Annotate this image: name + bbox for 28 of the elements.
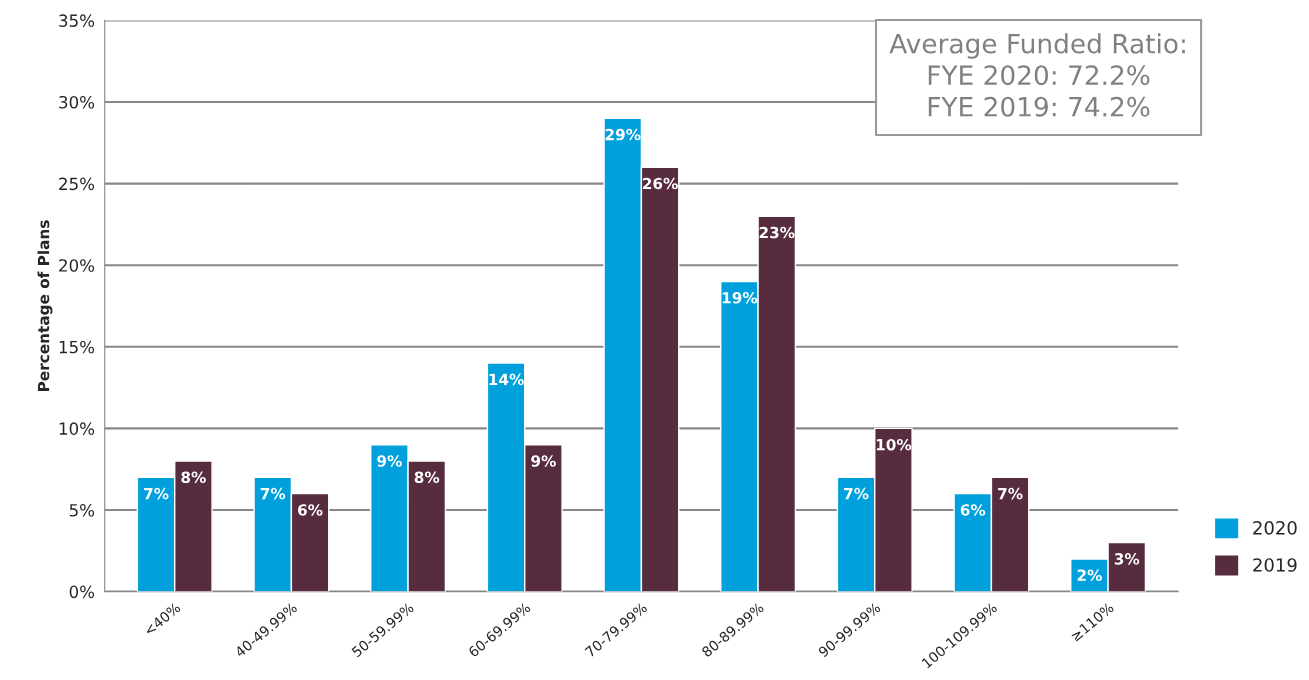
data-label: 6% [960, 504, 986, 516]
legend-label: 2020 [1253, 521, 1297, 535]
data-label: 6% [298, 504, 323, 516]
legend-label: 2019 [1253, 558, 1297, 572]
data-label: 7% [844, 487, 869, 500]
data-label: 23% [759, 226, 795, 239]
data-label: 9% [531, 455, 556, 467]
y-tick-label: 25% [59, 177, 95, 191]
y-tick-label: 30% [59, 95, 95, 109]
data-label: 7% [998, 487, 1023, 500]
y-tick-label: 35% [59, 14, 95, 27]
data-label: 7% [144, 487, 169, 500]
data-label: 9% [377, 455, 402, 467]
y-tick-label: 20% [59, 259, 95, 272]
y-tick-label: 0% [69, 585, 95, 599]
data-label: 7% [260, 487, 286, 500]
y-axis-title: Percentage of Plans [37, 220, 53, 391]
data-label: 29% [605, 128, 641, 141]
data-label: 8% [181, 471, 206, 484]
data-label: 14% [489, 373, 524, 386]
data-label: 3% [1114, 553, 1140, 565]
y-tick-label: 15% [59, 340, 95, 354]
annotation: Average Funded Ratio: FYE 2020: 72.2% FYE 2019: 74.2% [889, 33, 1185, 117]
data-label: 2% [1077, 569, 1102, 581]
data-label: 8% [414, 471, 440, 484]
y-tick-label: 5% [69, 503, 95, 517]
data-label: 26% [643, 177, 678, 190]
y-tick-label: 10% [59, 422, 95, 435]
